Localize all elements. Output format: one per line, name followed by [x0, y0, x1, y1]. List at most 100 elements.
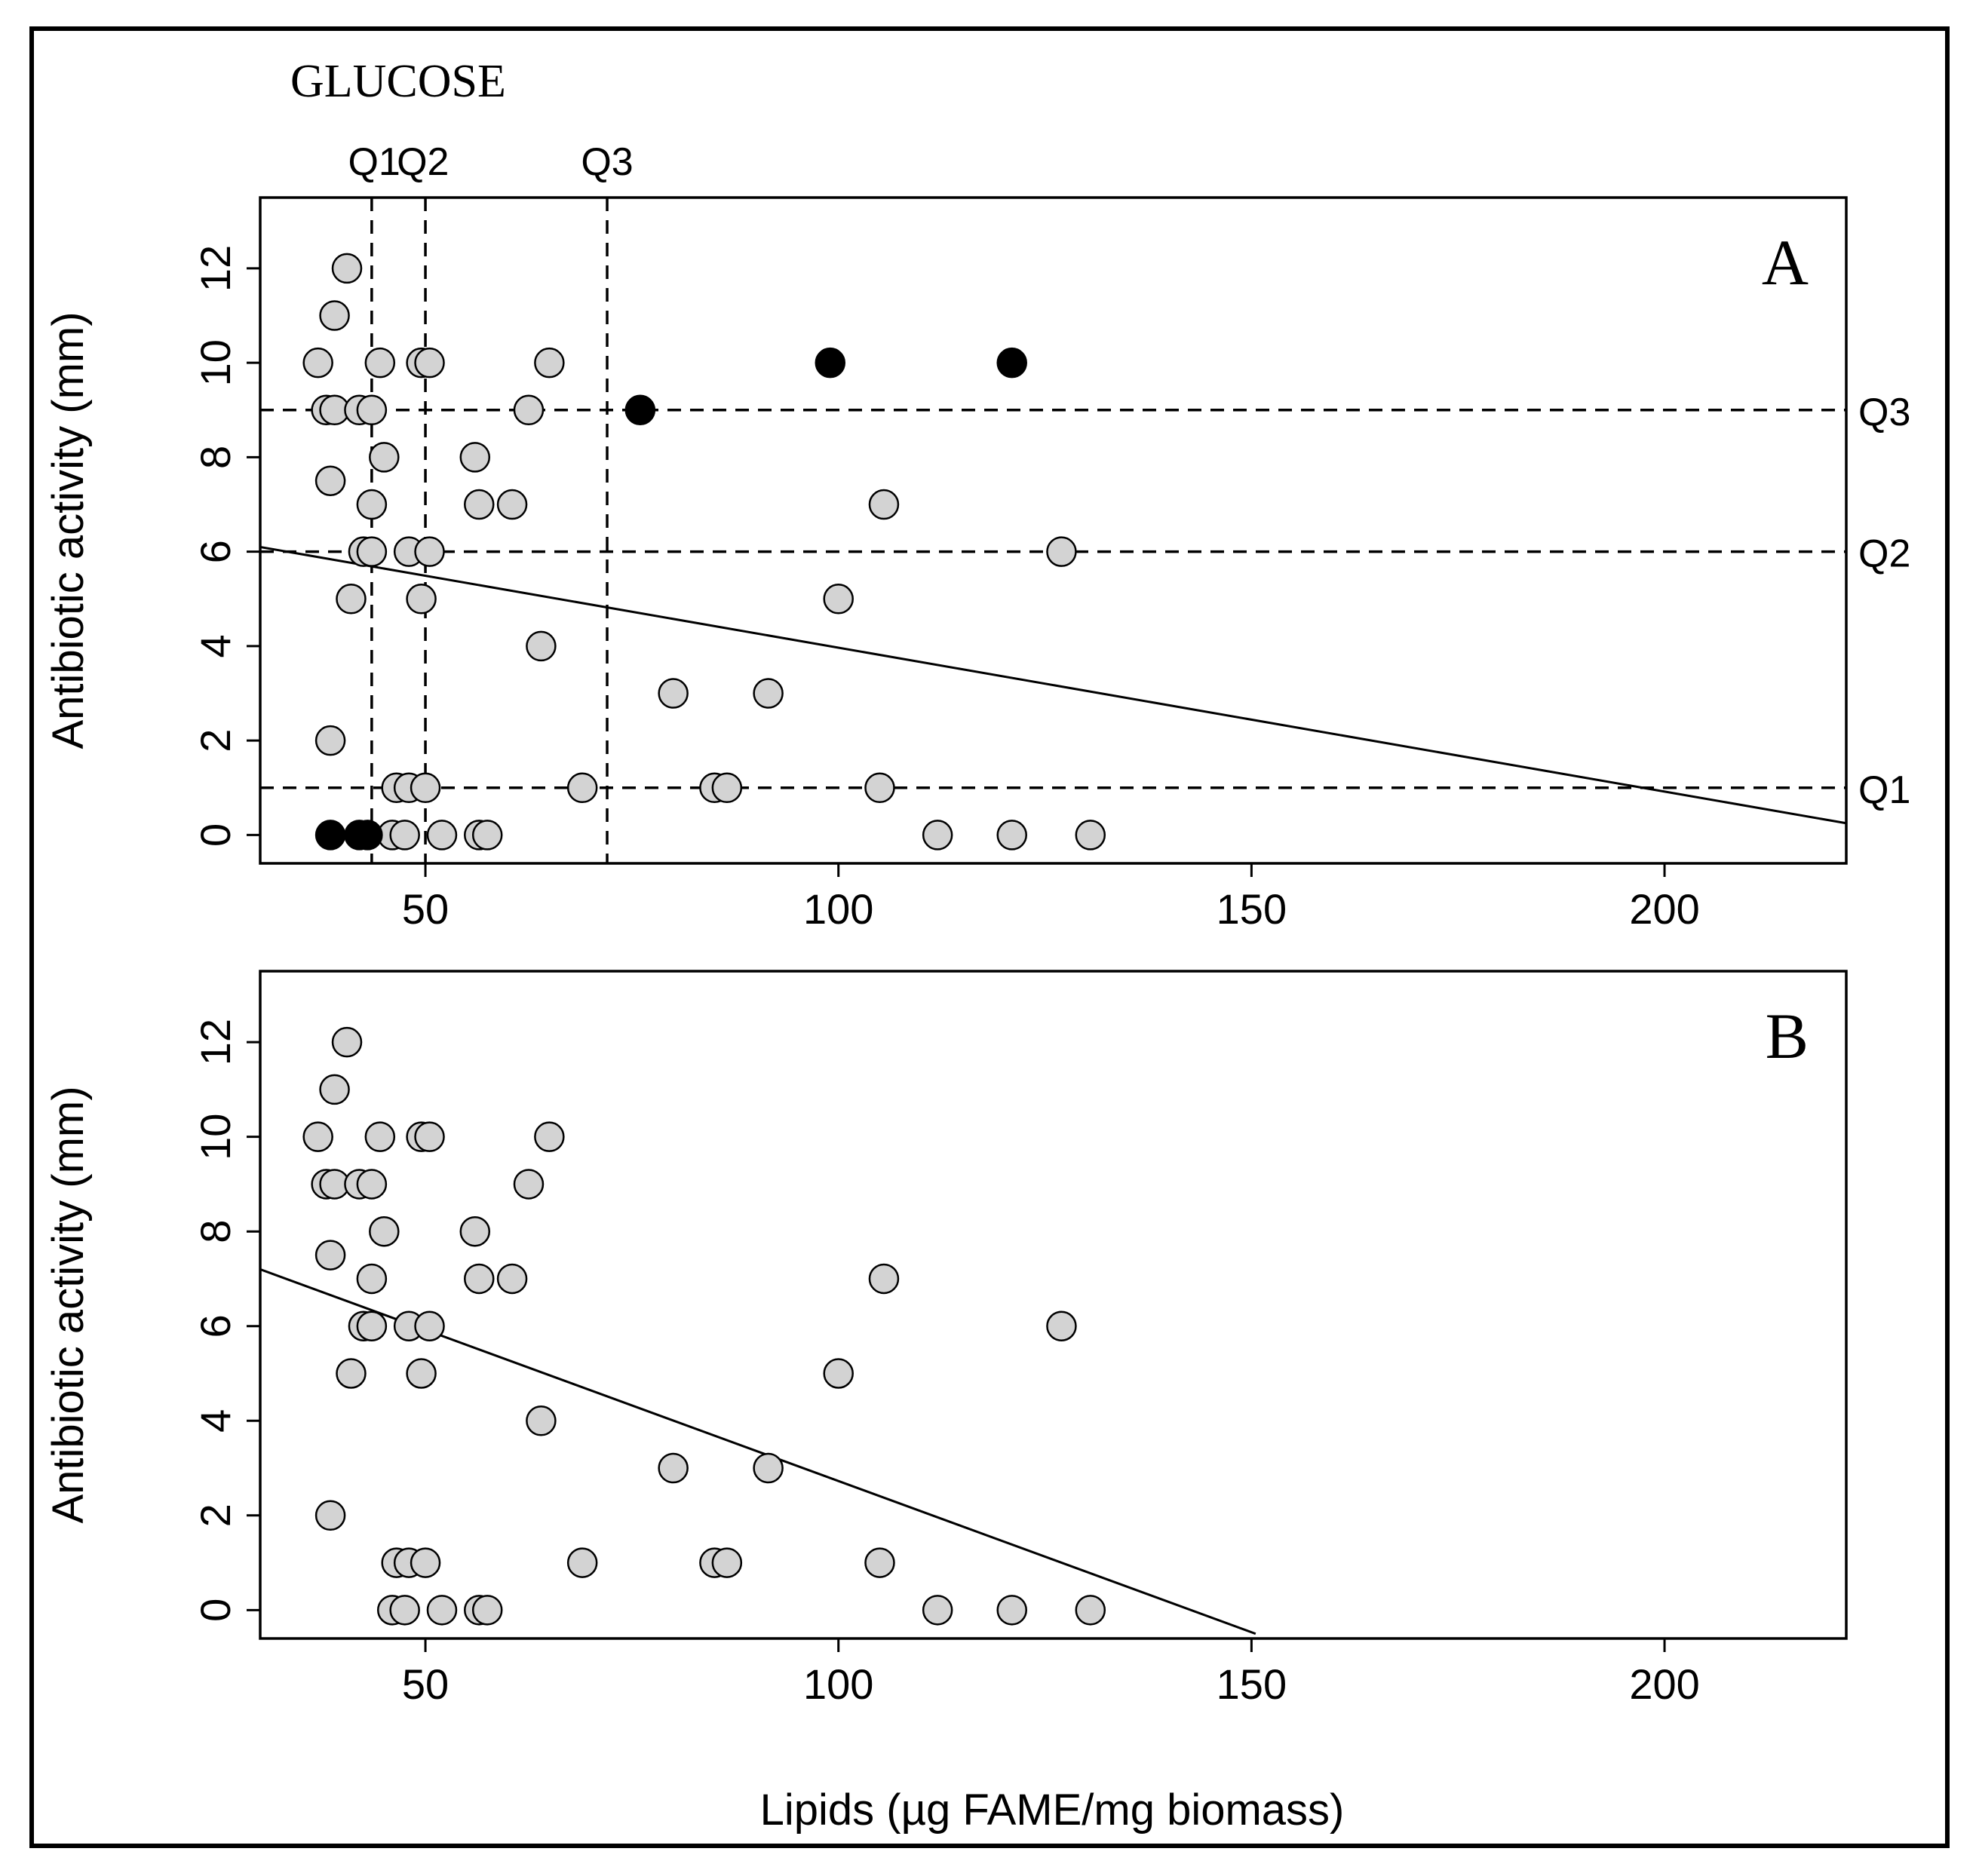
data-point: [864, 772, 895, 804]
data-point: [369, 442, 400, 473]
data-point: [414, 347, 445, 379]
y-tick-label: 10: [192, 339, 239, 386]
data-point: [513, 1169, 545, 1200]
plot-frame: [259, 970, 1848, 1640]
y-tick-label: 8: [192, 1220, 239, 1243]
data-point: [389, 820, 420, 851]
data-point: [753, 678, 784, 709]
data-point: [868, 489, 900, 520]
data-point-highlighted: [624, 394, 656, 426]
data-point: [314, 465, 346, 496]
y-tick-label: 0: [192, 823, 239, 847]
data-point: [534, 347, 565, 379]
data-point: [1046, 1310, 1077, 1341]
data-point: [356, 1169, 388, 1200]
y-axis-label: Antibiotic activity (mm): [44, 1086, 93, 1523]
data-point: [464, 1263, 495, 1295]
data-point: [369, 1215, 400, 1247]
data-point: [414, 1310, 445, 1341]
data-point: [996, 1595, 1027, 1626]
data-point: [314, 725, 346, 756]
data-point: [1046, 536, 1077, 567]
data-point: [823, 584, 854, 615]
data-point: [364, 1121, 396, 1152]
data-point: [471, 1595, 503, 1626]
data-point: [331, 1026, 363, 1058]
data-point: [410, 1547, 441, 1578]
data-point: [356, 394, 388, 426]
data-point: [302, 347, 333, 379]
data-point: [823, 1358, 854, 1389]
quartile-label-y-q2: Q2: [1858, 532, 1910, 576]
x-tick-label: 150: [1217, 1660, 1287, 1708]
y-tick-label: 12: [192, 1019, 239, 1065]
data-point: [922, 1595, 953, 1626]
data-point: [658, 678, 689, 709]
data-point: [364, 347, 396, 379]
y-tick-label: 6: [192, 540, 239, 563]
quartile-label-x-q3: Q3: [581, 140, 633, 184]
data-point: [414, 536, 445, 567]
data-point: [496, 1263, 528, 1295]
data-point: [864, 1547, 895, 1578]
data-point: [406, 584, 437, 615]
data-point: [711, 772, 743, 804]
data-point: [356, 489, 388, 520]
data-point: [566, 772, 598, 804]
data-point: [513, 394, 545, 426]
x-tick-label: 150: [1217, 885, 1287, 933]
y-tick-label: 2: [192, 729, 239, 753]
data-point: [753, 1452, 784, 1484]
quartile-label-x-q1: Q1: [348, 140, 400, 184]
data-point: [319, 300, 350, 331]
data-point: [1075, 820, 1106, 851]
x-tick-label: 50: [402, 1660, 449, 1708]
y-axis-label: Antibiotic activity (mm): [44, 311, 93, 749]
x-tick-label: 100: [803, 1660, 873, 1708]
data-point: [459, 1215, 491, 1247]
quartile-label-x-q2: Q2: [397, 140, 449, 184]
panel-label: A: [1762, 226, 1809, 299]
data-point: [336, 1358, 367, 1389]
outer-frame: [29, 26, 1950, 1848]
data-point-highlighted: [996, 347, 1027, 379]
data-point: [496, 489, 528, 520]
data-point: [868, 1263, 900, 1295]
data-point: [711, 1547, 743, 1578]
plot-frame: [259, 196, 1848, 865]
data-point: [302, 1121, 333, 1152]
data-point: [356, 536, 388, 567]
data-point: [356, 1310, 388, 1341]
y-tick-label: 4: [192, 634, 239, 658]
data-point: [459, 442, 491, 473]
data-point-highlighted: [352, 820, 383, 851]
panel-label: B: [1766, 1000, 1809, 1072]
data-point: [1075, 1595, 1106, 1626]
x-tick-label: 200: [1629, 885, 1699, 933]
data-point: [526, 630, 557, 662]
data-point-highlighted: [815, 347, 846, 379]
x-tick-label: 50: [402, 885, 449, 933]
data-point: [996, 820, 1027, 851]
data-point: [389, 1595, 420, 1626]
y-tick-label: 10: [192, 1114, 239, 1160]
data-point: [658, 1452, 689, 1484]
y-tick-label: 0: [192, 1599, 239, 1622]
x-axis-label: Lipids (µg FAME/mg biomass): [760, 1786, 1345, 1835]
data-point: [356, 1263, 388, 1295]
regression-line: [260, 545, 1846, 825]
quartile-label-y-q1: Q1: [1858, 768, 1910, 812]
y-tick-label: 6: [192, 1314, 239, 1338]
data-point: [410, 772, 441, 804]
data-point: [464, 489, 495, 520]
data-point: [314, 1500, 346, 1531]
data-point-highlighted: [314, 820, 346, 851]
figure-title: GLUCOSE: [290, 56, 506, 107]
y-tick-label: 4: [192, 1409, 239, 1433]
y-tick-label: 12: [192, 245, 239, 292]
quartile-label-y-q3: Q3: [1858, 391, 1910, 434]
y-tick-label: 2: [192, 1504, 239, 1527]
y-tick-label: 8: [192, 446, 239, 469]
